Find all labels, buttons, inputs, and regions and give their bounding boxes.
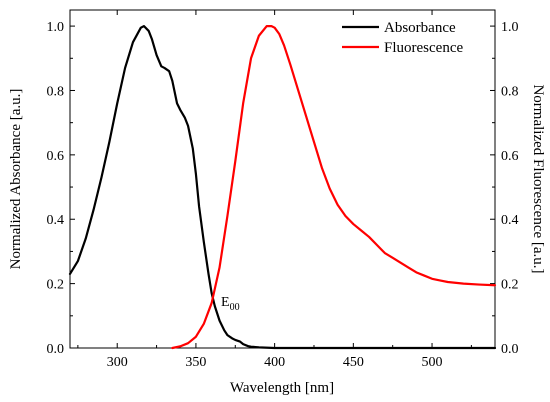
x-axis-ticks: 300 350 400 450 500: [77, 10, 472, 370]
x-tick-label: 500: [422, 355, 443, 370]
y-right-tick-label: 1.0: [501, 20, 519, 35]
y-right-tick-label: 0.2: [501, 278, 519, 293]
series-lines: [68, 25, 497, 350]
y-left-tick-label: 0.8: [47, 84, 65, 99]
y-left-tick-label: 0.4: [47, 213, 65, 228]
e00-annotation-subscript: 00: [230, 302, 240, 313]
legend-label-fluorescence: Fluorescence: [384, 40, 463, 56]
y-axis-left-title: Normalized Absorbance [a.u.]: [8, 89, 24, 270]
x-tick-label: 350: [185, 355, 206, 370]
y-right-tick-label: 0.6: [501, 149, 519, 164]
y-left-tick-label: 0.6: [47, 149, 65, 164]
x-tick-label: 450: [343, 355, 364, 370]
plot-frame: [69, 9, 496, 349]
e00-annotation-main: E: [221, 295, 230, 310]
legend: Absorbance Fluorescence: [342, 20, 463, 56]
y-right-tick-label: 0.0: [501, 342, 519, 357]
y-axis-right-title: Normalized Fluorescence [a.u.]: [530, 84, 546, 273]
y-right-tick-label: 0.8: [501, 84, 519, 99]
y-axis-right-ticks: 0.0 0.2 0.4 0.6 0.8 1.0: [490, 20, 519, 357]
series-line-fluorescence: [171, 25, 497, 350]
legend-label-absorbance: Absorbance: [384, 20, 456, 36]
y-axis-left-ticks: 0.0 0.2 0.4 0.6 0.8 1.0: [47, 20, 75, 357]
x-tick-label: 400: [264, 355, 285, 370]
y-right-tick-label: 0.4: [501, 213, 519, 228]
y-left-tick-label: 0.2: [47, 278, 65, 293]
x-axis-title: Wavelength [nm]: [230, 380, 334, 396]
y-left-tick-label: 1.0: [47, 20, 65, 35]
series-line-absorbance: [68, 25, 497, 350]
e00-annotation: E00: [221, 295, 240, 313]
y-left-tick-label: 0.0: [47, 342, 65, 357]
x-tick-label: 300: [107, 355, 128, 370]
